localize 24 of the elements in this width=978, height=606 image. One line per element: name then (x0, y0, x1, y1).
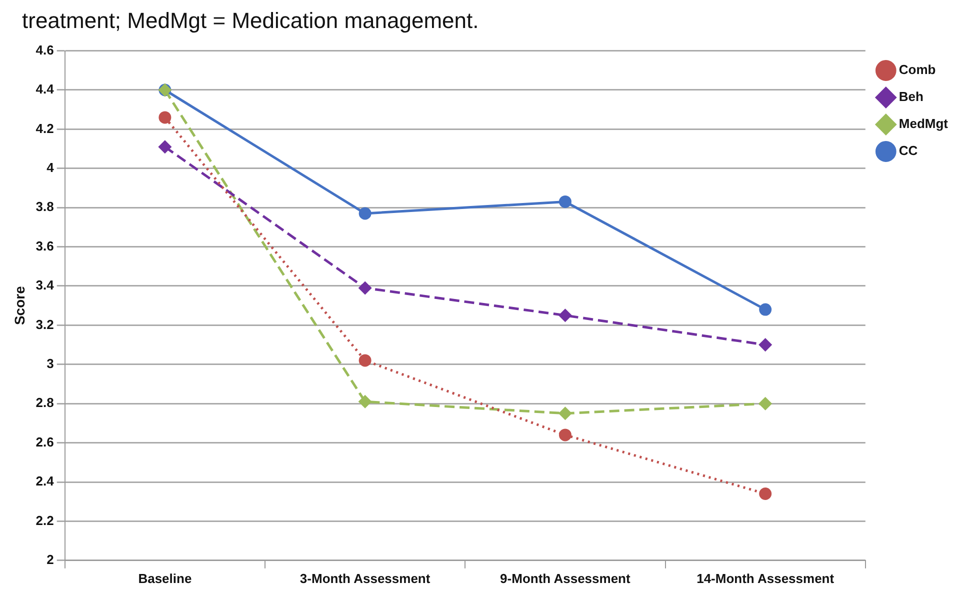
legend-label: Comb (898, 62, 936, 78)
y-tick-label: 4.6 (36, 42, 54, 58)
y-tick-label: 2.2 (36, 512, 54, 528)
y-tick-label: 2.4 (36, 474, 55, 489)
legend-label: Beh (898, 89, 924, 104)
x-tick-label: 14-Month Assessment (696, 570, 835, 586)
y-tick-label: 4 (46, 160, 55, 175)
x-tick-label: Baseline (138, 570, 192, 586)
legend-label: MedMgt (898, 116, 949, 132)
y-tick-label: 3.6 (36, 238, 54, 254)
x-tick-label: 3-Month Assessment (300, 570, 431, 586)
y-tick-label: 2.6 (36, 434, 54, 450)
y-axis-title: Score (11, 286, 28, 326)
y-tick-label: 3.2 (36, 316, 54, 332)
legend-label: CC (898, 143, 918, 158)
y-tick-label: 3.4 (36, 278, 55, 293)
y-tick-label: 3.8 (36, 199, 54, 214)
y-tick-label: 4.4 (36, 82, 55, 97)
x-tick-label: 9-Month Assessment (500, 570, 631, 586)
y-tick-label: 2 (46, 552, 54, 567)
text: treatment; MedMgt = Medication management. (21, 8, 480, 35)
y-tick-label: 2.8 (36, 395, 54, 410)
y-tick-label: 4.2 (36, 120, 54, 136)
y-tick-label: 3 (46, 356, 54, 371)
